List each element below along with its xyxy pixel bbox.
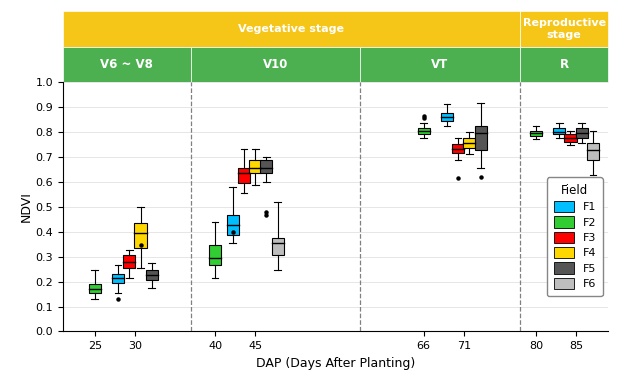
Bar [520,46,608,82]
Bar [475,125,487,150]
Bar [260,160,273,173]
Bar [463,138,475,148]
Bar [112,274,124,283]
X-axis label: DAP (Days After Planting): DAP (Days After Planting) [256,357,415,370]
Bar [89,284,101,293]
Bar [576,128,587,138]
Bar [564,134,576,142]
Bar [209,245,221,265]
Bar [145,270,158,280]
Bar [63,11,520,46]
Bar [530,131,542,136]
Bar [271,238,283,255]
Bar [238,168,250,183]
Bar [135,223,147,248]
Legend: F1, F2, F3, F4, F5, F6: F1, F2, F3, F4, F5, F6 [547,178,603,296]
Bar [587,143,599,160]
Bar [191,46,359,82]
Text: Reproductive
stage: Reproductive stage [522,18,606,40]
Bar [441,113,453,120]
Bar [520,11,608,46]
Bar [249,160,261,173]
Y-axis label: NDVI: NDVI [19,191,33,222]
Text: Vegetative stage: Vegetative stage [238,24,344,34]
Bar [227,215,239,235]
Text: R: R [559,58,569,71]
Bar [452,144,464,153]
Text: V6 ~ V8: V6 ~ V8 [100,58,154,71]
Bar [63,46,191,82]
Bar [553,128,566,134]
Bar [359,46,520,82]
Bar [124,255,135,268]
Text: VT: VT [431,58,448,71]
Text: V10: V10 [263,58,288,71]
Bar [418,128,429,134]
